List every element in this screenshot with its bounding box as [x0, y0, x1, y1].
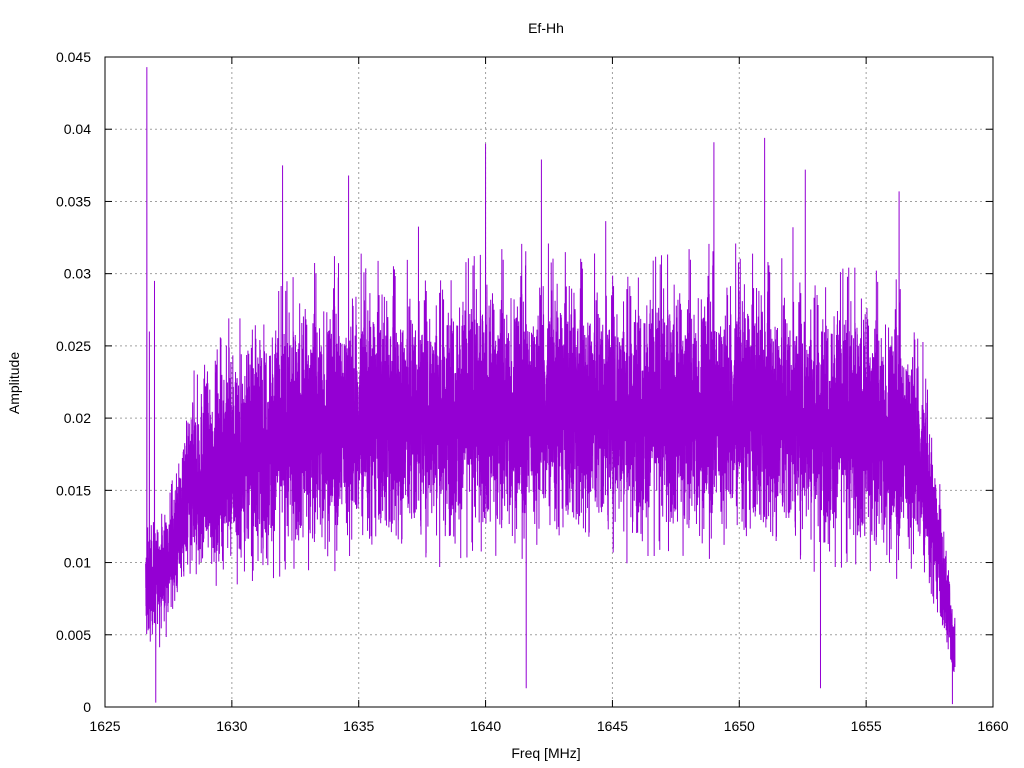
- y-tick-label: 0.04: [64, 121, 91, 137]
- ticks: 1625 1630 1635 1640 1645 1650 1655 1660 0 0.005 0.…: [56, 49, 1009, 734]
- y-tick-label: 0.025: [56, 338, 91, 354]
- y-tick-label: 0.01: [64, 555, 91, 571]
- x-tick-label: 1630: [216, 718, 247, 734]
- y-tick-label: 0.03: [64, 266, 91, 282]
- x-tick-label: 1640: [470, 718, 501, 734]
- y-tick-label: 0.035: [56, 193, 91, 209]
- y-tick-label: 0.045: [56, 49, 91, 65]
- y-tick-label: 0.005: [56, 627, 91, 643]
- plot-frame: [104, 56, 994, 708]
- y-tick-label: 0.015: [56, 482, 91, 498]
- x-tick-label: 1625: [89, 718, 120, 734]
- x-tick-label: 1635: [343, 718, 374, 734]
- x-axis-label: Freq [MHz]: [511, 745, 580, 761]
- series-ef-hh: [145, 67, 956, 705]
- x-tick-label: 1645: [597, 718, 628, 734]
- chart-title: Ef-Hh: [528, 20, 564, 36]
- y-axis-label: Amplitude: [6, 352, 22, 414]
- y-tick-label: 0: [83, 699, 91, 715]
- x-tick-label: 1660: [977, 718, 1008, 734]
- x-tick-label: 1650: [724, 718, 755, 734]
- signal-line: [145, 67, 956, 705]
- x-tick-label: 1655: [851, 718, 882, 734]
- y-tick-label: 0.02: [64, 410, 91, 426]
